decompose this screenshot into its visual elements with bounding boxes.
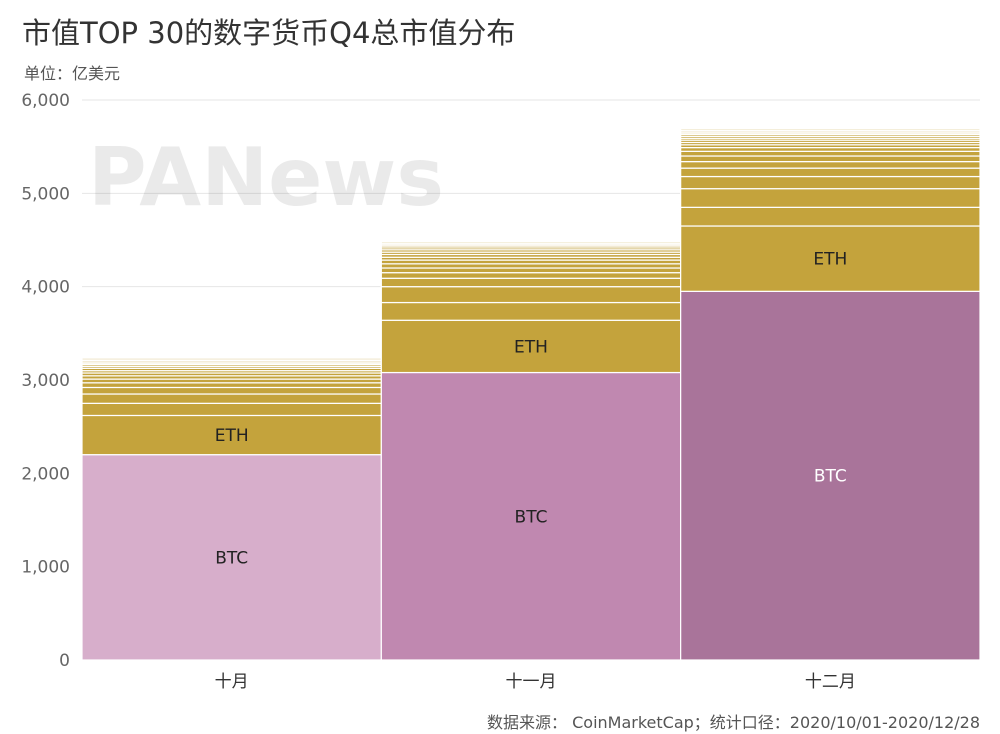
bar-segment bbox=[680, 161, 981, 169]
y-tick-label: 1,000 bbox=[21, 558, 70, 578]
bar-segment bbox=[380, 272, 682, 279]
label-layer: BTC ETH BTC ETH BTC ETH bbox=[215, 250, 848, 569]
x-category-label: 十二月 bbox=[805, 672, 856, 692]
data-source: 数据来源： CoinMarketCap；统计口径：2020/10/01-2020… bbox=[487, 713, 980, 732]
segment-label: BTC bbox=[215, 548, 248, 568]
segment-label: BTC bbox=[814, 467, 847, 487]
segment-label: BTC bbox=[515, 507, 548, 527]
y-tick-label: 5,000 bbox=[21, 184, 70, 204]
bar-segment bbox=[380, 267, 682, 274]
y-tick-label: 6,000 bbox=[21, 91, 70, 111]
x-category-label: 十月 bbox=[215, 672, 249, 692]
bar-segment bbox=[380, 230, 682, 233]
bar-segment bbox=[680, 175, 981, 190]
bar-segment bbox=[380, 301, 682, 321]
bar-segment bbox=[81, 386, 382, 395]
bar-segment bbox=[81, 393, 382, 404]
bar-segment bbox=[680, 118, 981, 122]
bar-segment bbox=[680, 150, 981, 157]
bar-segment bbox=[680, 167, 981, 178]
axis-layer: 0 1,000 2,000 3,000 4,000 5,000 6,000 十月 十一月 十二月 bbox=[21, 91, 856, 692]
bar-segment bbox=[680, 155, 981, 163]
bar-segment bbox=[380, 286, 682, 304]
bar-segment bbox=[380, 319, 682, 374]
bar-segment bbox=[380, 277, 682, 288]
bar-segment bbox=[680, 188, 981, 208]
bar-layer bbox=[81, 118, 981, 661]
bar-segment bbox=[81, 454, 382, 661]
y-tick-label: 0 bbox=[59, 651, 70, 671]
unit-label: 单位：亿美元 bbox=[24, 64, 121, 83]
y-tick-label: 3,000 bbox=[21, 371, 70, 391]
bar-segment bbox=[81, 345, 382, 348]
bar-segment bbox=[680, 290, 981, 661]
y-tick-label: 2,000 bbox=[21, 464, 70, 484]
chart-title: 市值TOP 30的数字货币Q4总市值分布 bbox=[22, 16, 516, 50]
segment-label: ETH bbox=[813, 250, 847, 270]
y-tick-label: 4,000 bbox=[21, 278, 70, 298]
segment-label: ETH bbox=[514, 337, 548, 357]
bar-segment bbox=[81, 402, 382, 417]
bar-segment bbox=[380, 371, 682, 661]
bar-segment bbox=[81, 414, 382, 456]
x-category-label: 十一月 bbox=[506, 672, 557, 692]
bar-segment bbox=[680, 225, 981, 292]
watermark-text: PANews bbox=[88, 131, 444, 224]
bar-segment bbox=[81, 382, 382, 389]
bar-segment bbox=[680, 206, 981, 227]
bar-segment bbox=[380, 263, 682, 269]
segment-label: ETH bbox=[215, 426, 249, 446]
